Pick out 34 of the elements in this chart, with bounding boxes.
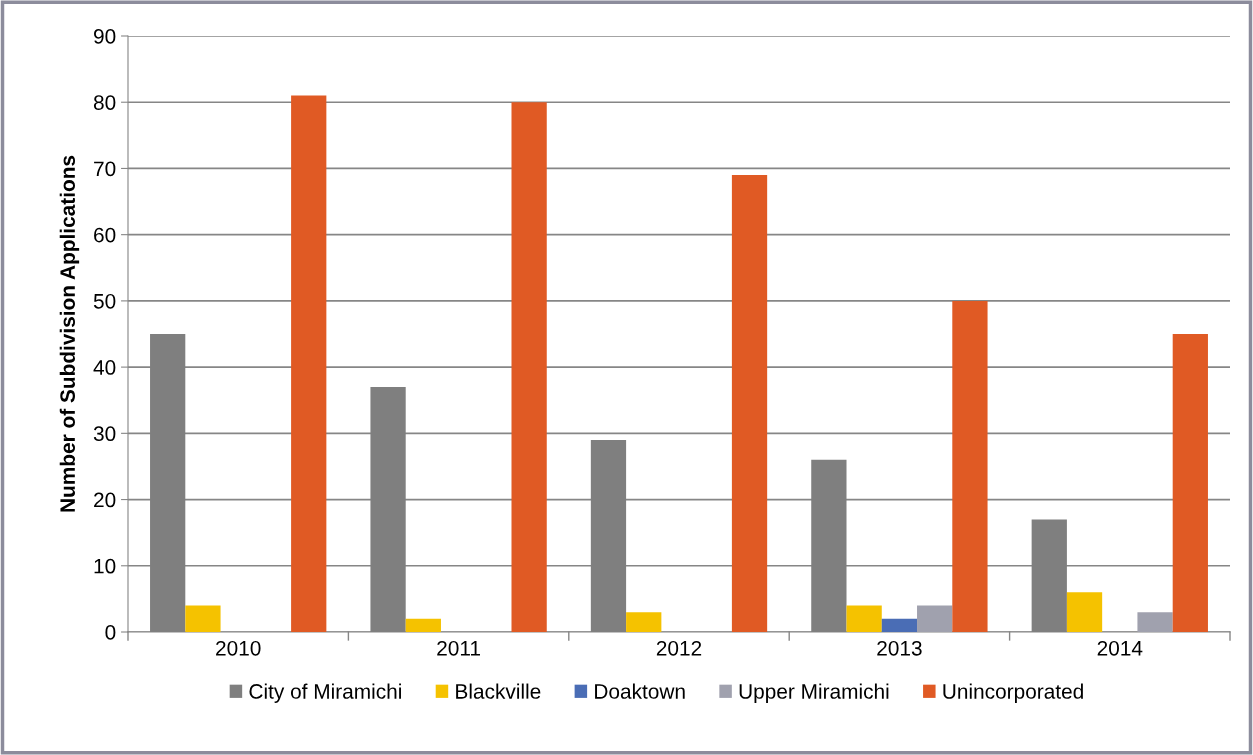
- bar: [952, 300, 988, 632]
- bar: [1172, 334, 1208, 632]
- bar: [731, 175, 768, 632]
- legend-label: Blackville: [456, 683, 541, 699]
- y-tick-label: 10: [94, 558, 116, 574]
- y-tick-label: 90: [94, 29, 116, 44]
- bar: [291, 95, 327, 632]
- bar: [881, 618, 918, 632]
- y-tick-label: 0: [105, 625, 116, 640]
- legend-label: Upper Miramichi: [739, 683, 889, 703]
- y-tick-label: 40: [93, 360, 116, 375]
- y-tick-label: 50: [93, 293, 116, 309]
- x-tick-label: 2012: [656, 640, 702, 656]
- bar: [846, 605, 882, 632]
- x-tick-label: 2011: [437, 640, 480, 656]
- bar: [1137, 612, 1173, 632]
- bar: [917, 605, 953, 632]
- y-tick-label: 20: [94, 492, 116, 508]
- y-tick-label: 30: [93, 426, 116, 442]
- legend-label: Doaktown: [595, 683, 685, 699]
- legend-label: Unincorporated: [943, 683, 1083, 703]
- y-tick-label: 60: [94, 227, 116, 243]
- x-tick-label: 2014: [1097, 640, 1143, 656]
- bar: [511, 102, 547, 632]
- x-tick-label: 2013: [877, 640, 922, 656]
- x-tick-label: 2010: [216, 640, 261, 656]
- bar: [626, 612, 662, 632]
- bar: [1066, 592, 1103, 632]
- y-tick-label: 70: [94, 161, 116, 177]
- bar: [405, 618, 441, 632]
- bar: [185, 605, 221, 632]
- y-axis-title: Number of Subdivision Applications: [59, 155, 80, 512]
- y-tick-label: 80: [93, 95, 116, 110]
- legend-label: City of Miramichi: [249, 683, 401, 703]
